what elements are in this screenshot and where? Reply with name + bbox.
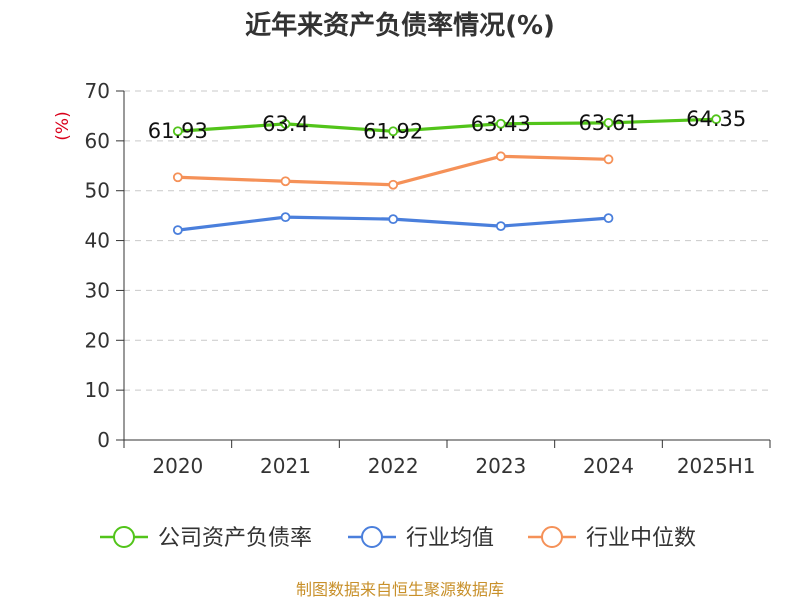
data-point — [603, 213, 614, 224]
legend-item-0: 公司资产负债率 — [100, 526, 312, 551]
x-tick-label: 2024 — [583, 454, 634, 478]
data-label: 64.35 — [686, 107, 746, 131]
data-point — [172, 126, 183, 137]
y-tick-label: 0 — [97, 428, 110, 452]
y-tick-label: 50 — [85, 179, 110, 203]
data-point — [388, 126, 399, 137]
x-tick-label: 2023 — [475, 454, 526, 478]
series-line — [176, 117, 718, 133]
chart-title: 近年来资产负债率情况(%) — [245, 10, 555, 41]
data-labels: 61.93 63.4 61.92 63.43 63.61 64.35 — [148, 107, 746, 143]
series-1 — [172, 212, 614, 236]
data-label: 63.4 — [262, 112, 309, 136]
data-point — [280, 212, 291, 223]
legend-label: 公司资产负债率 — [158, 526, 312, 551]
series-layer — [172, 114, 722, 236]
data-point — [495, 151, 506, 162]
axes: 0 10 20 30 40 50 60 70 2020 2021 2022 2023 2024 2025H… — [85, 79, 771, 478]
x-tick-label: 2022 — [368, 454, 419, 478]
data-point — [280, 176, 291, 187]
y-tick-label: 20 — [85, 328, 110, 352]
data-label: 61.92 — [363, 119, 423, 143]
y-tick-label: 30 — [85, 278, 110, 302]
data-point — [172, 172, 183, 183]
data-point — [495, 221, 506, 232]
data-point — [280, 119, 291, 129]
series-0 — [172, 114, 722, 137]
legend-item-2: 行业中位数 — [528, 526, 696, 551]
legend-label: 行业中位数 — [586, 526, 696, 551]
data-label: 63.43 — [471, 112, 531, 136]
y-tick-label: 60 — [85, 129, 110, 153]
x-tick-label: 2021 — [260, 454, 311, 478]
y-tick-label: 70 — [85, 79, 110, 103]
x-tick-label: 2025H1 — [677, 454, 756, 478]
data-point — [603, 154, 614, 165]
data-point — [495, 118, 506, 129]
data-point — [172, 225, 183, 236]
series-2 — [172, 151, 614, 190]
data-point — [388, 179, 399, 190]
x-tick-label: 2020 — [152, 454, 203, 478]
source-note: 制图数据来自恒生聚源数据库 — [296, 580, 504, 599]
legend-label: 行业均值 — [406, 526, 494, 551]
data-label: 63.61 — [578, 111, 638, 135]
legend: 公司资产负债率 行业均值 行业中位数 — [100, 526, 696, 551]
legend-item-1: 行业均值 — [348, 526, 494, 551]
y-tick-label: 40 — [85, 229, 110, 253]
gridlines — [124, 90, 770, 391]
y-tick-label: 10 — [85, 378, 110, 402]
data-point — [711, 114, 722, 125]
data-label: 61.93 — [148, 119, 208, 143]
data-point — [388, 214, 399, 225]
legend-swatch-marker — [361, 526, 383, 548]
data-point — [603, 117, 614, 128]
y-axis-unit: (%) — [53, 111, 73, 140]
legend-swatch-marker — [541, 526, 563, 548]
legend-swatch-marker — [113, 526, 135, 548]
